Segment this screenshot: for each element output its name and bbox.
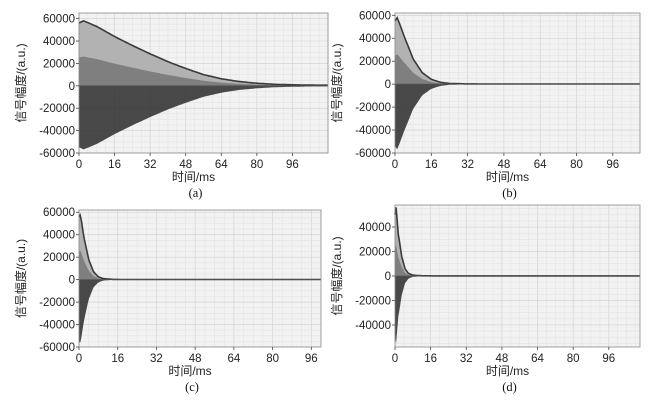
x-axis-label: 时间/ms — [172, 170, 215, 184]
x-tick-label: 80 — [266, 353, 279, 365]
y-tick-label: -60000 — [39, 342, 75, 354]
y-tick-label: 40000 — [43, 230, 75, 242]
x-tick-label: 96 — [602, 353, 615, 365]
y-tick-label: -40000 — [39, 320, 75, 332]
y-tick-label: -60000 — [39, 148, 75, 160]
x-tick-label: 80 — [567, 353, 580, 365]
y-axis-label: 信号幅度/(a.u.) — [13, 43, 28, 122]
chart-panel-a: -60000 -40000 -20000 0 20000 40000 60000 0 16 32 4… — [13, 12, 329, 200]
y-tick-label: -20000 — [39, 297, 75, 309]
x-tick-label: 64 — [227, 353, 240, 365]
x-tick-label: 0 — [392, 159, 398, 171]
x-tick-label: 0 — [76, 159, 82, 171]
chart-panel-c: -60000 -40000 -20000 0 20000 40000 60000 0 16 32 4… — [13, 207, 322, 394]
y-tick-label: 60000 — [359, 10, 391, 22]
x-tick-label: 80 — [250, 159, 263, 171]
x-tick-label: 96 — [286, 159, 299, 171]
signal-fill-lower — [395, 84, 640, 150]
x-tick-label: 16 — [108, 159, 121, 171]
y-tick-label: 60000 — [43, 14, 75, 26]
signal-fill-middle — [79, 56, 328, 86]
x-tick-label: 48 — [179, 159, 192, 171]
x-tick-label: 48 — [189, 353, 202, 365]
x-tick-label: 32 — [461, 159, 474, 171]
x-tick-label: 0 — [76, 353, 82, 365]
x-tick-label: 16 — [424, 353, 437, 365]
envelope-line — [78, 20, 328, 86]
x-tick-label: 64 — [215, 159, 228, 171]
plot-frame — [78, 209, 322, 348]
y-axis-label: 信号幅度/(a.u.) — [13, 239, 28, 318]
chart-panel-d: -40000 -20000 0 20000 40000 0 16 32 48 64 80 96 时间/m… — [329, 204, 641, 394]
y-tick-label: -40000 — [355, 320, 391, 332]
plot-frame — [78, 12, 329, 154]
y-tick-label: 40000 — [43, 36, 75, 48]
signal-fill-lower — [79, 85, 328, 150]
y-axis-label: 信号幅度/(a.u.) — [329, 43, 344, 122]
x-tick-label: 16 — [425, 159, 438, 171]
x-tick-label: 32 — [150, 353, 163, 365]
plot-frame — [394, 12, 641, 154]
x-tick-label: 32 — [460, 353, 473, 365]
x-tick-label: 96 — [606, 159, 619, 171]
y-tick-label: -40000 — [355, 125, 391, 137]
x-tick-label: 96 — [305, 353, 318, 365]
panel-caption: (b) — [502, 186, 517, 200]
x-tick-label: 0 — [392, 353, 398, 365]
y-tick-label: -20000 — [355, 102, 391, 114]
y-tick-label: -60000 — [355, 148, 391, 160]
x-tick-label: 32 — [144, 159, 157, 171]
plot-area — [79, 210, 321, 347]
y-tick-label: 60000 — [43, 207, 75, 219]
y-tick-label: 0 — [69, 81, 75, 93]
x-tick-label: 64 — [534, 159, 547, 171]
y-tick-label: 20000 — [359, 247, 391, 259]
x-tick-label: 48 — [496, 353, 509, 365]
panel-caption: (d) — [502, 380, 517, 394]
x-tick-label: 64 — [531, 353, 544, 365]
y-tick-label: -20000 — [39, 103, 75, 115]
x-axis-label: 时间/ms — [486, 170, 529, 184]
y-tick-label: 20000 — [43, 58, 75, 70]
x-tick-label: 80 — [570, 159, 583, 171]
y-tick-label: -20000 — [355, 295, 391, 307]
x-tick-label: 48 — [497, 159, 510, 171]
panel-caption: (a) — [189, 186, 203, 200]
x-axis-label: 时间/ms — [486, 364, 529, 378]
y-tick-label: -40000 — [39, 126, 75, 138]
y-tick-label: 40000 — [359, 222, 391, 234]
x-tick-label: 16 — [111, 353, 124, 365]
panel-caption: (c) — [185, 380, 199, 394]
signal-fill-middle — [395, 54, 640, 85]
chart-panel-b: -60000 -40000 -20000 0 20000 40000 60000 0 16 32 4… — [329, 10, 641, 200]
y-tick-label: 0 — [69, 275, 75, 287]
y-tick-label: 40000 — [359, 33, 391, 45]
y-tick-label: 0 — [385, 79, 391, 91]
y-tick-label: 20000 — [43, 252, 75, 264]
y-tick-label: 20000 — [359, 56, 391, 68]
y-axis-label: 信号幅度/(a.u.) — [329, 236, 344, 315]
x-axis-label: 时间/ms — [168, 364, 211, 378]
y-tick-label: 0 — [385, 271, 391, 283]
